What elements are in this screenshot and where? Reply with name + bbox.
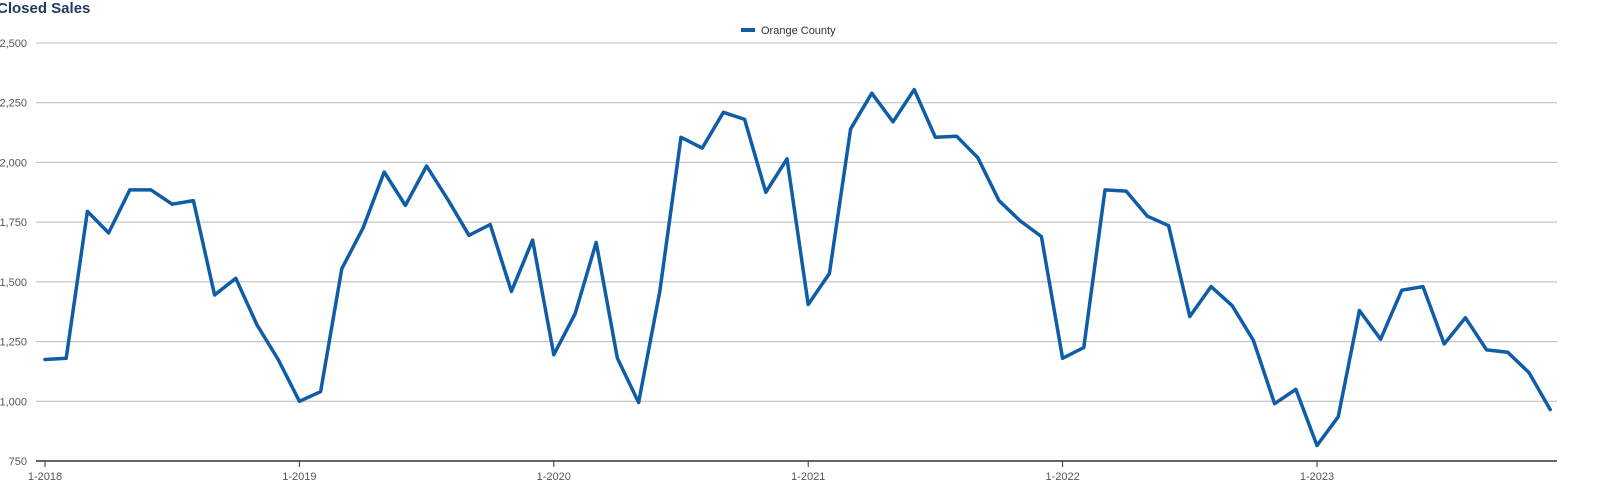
data-point[interactable] <box>1396 284 1408 296</box>
y-tick-label: 2,250 <box>0 98 27 110</box>
data-point[interactable] <box>781 153 793 165</box>
data-point[interactable] <box>929 131 941 143</box>
y-tick-label: 2,000 <box>0 157 27 169</box>
x-tick-label: 1-2023 <box>1300 471 1334 483</box>
data-point[interactable] <box>103 227 115 239</box>
series-line[interactable] <box>43 87 1552 448</box>
data-point[interactable] <box>124 184 136 196</box>
data-point[interactable] <box>1099 184 1111 196</box>
data-point[interactable] <box>399 199 411 211</box>
data-point[interactable] <box>442 193 454 205</box>
y-tick-label: 1,000 <box>0 396 27 408</box>
data-point[interactable] <box>315 386 327 398</box>
data-point[interactable] <box>823 267 835 279</box>
data-point[interactable] <box>696 142 708 154</box>
gridlines <box>36 42 1557 462</box>
x-tick-label: 1-2020 <box>537 471 571 483</box>
data-point[interactable] <box>166 198 178 210</box>
data-point[interactable] <box>717 106 729 118</box>
data-point[interactable] <box>1417 281 1429 293</box>
data-point[interactable] <box>845 123 857 135</box>
data-point[interactable] <box>590 236 602 248</box>
y-axis-ticks: 750 1,000 1,250 1,500 1,750 2,000 2,250 2,500 <box>0 38 27 468</box>
data-point[interactable] <box>230 272 242 284</box>
data-point[interactable] <box>272 353 284 365</box>
y-tick-label: 1,750 <box>0 217 27 229</box>
data-point[interactable] <box>1057 352 1069 364</box>
x-tick-label: 1-2021 <box>791 471 825 483</box>
data-point[interactable] <box>336 263 348 275</box>
data-point[interactable] <box>951 130 963 142</box>
data-point[interactable] <box>484 219 496 231</box>
data-point[interactable] <box>802 299 814 311</box>
data-point[interactable] <box>1438 338 1450 350</box>
data-point[interactable] <box>378 166 390 178</box>
data-point[interactable] <box>760 186 772 198</box>
data-point[interactable] <box>1375 333 1387 345</box>
y-tick-label: 2,500 <box>0 38 27 50</box>
data-point[interactable] <box>505 285 517 297</box>
data-point[interactable] <box>1184 310 1196 322</box>
data-point[interactable] <box>1226 300 1238 312</box>
data-point[interactable] <box>972 152 984 164</box>
data-point[interactable] <box>1353 305 1365 317</box>
data-point[interactable] <box>611 352 623 364</box>
data-point[interactable] <box>60 352 72 364</box>
data-point[interactable] <box>1290 383 1302 395</box>
data-point[interactable] <box>145 184 157 196</box>
data-point[interactable] <box>1205 281 1217 293</box>
x-tick-label: 1-2022 <box>1045 471 1079 483</box>
data-point[interactable] <box>1035 230 1047 242</box>
data-point[interactable] <box>1459 312 1471 324</box>
x-axis-ticks: 1-2018 1-2019 1-2020 1-2021 1-2022 1-2023 <box>28 461 1334 483</box>
data-point[interactable] <box>1247 334 1259 346</box>
data-point[interactable] <box>908 84 920 96</box>
legend-label[interactable]: Orange County <box>761 25 836 37</box>
data-point[interactable] <box>993 195 1005 207</box>
data-point[interactable] <box>1523 367 1535 379</box>
data-point[interactable] <box>654 285 666 297</box>
data-point[interactable] <box>866 87 878 99</box>
x-tick-label: 1-2018 <box>28 471 62 483</box>
chart-title: Closed Sales <box>0 0 91 17</box>
data-point[interactable] <box>209 289 221 301</box>
data-point[interactable] <box>81 205 93 217</box>
data-point[interactable] <box>1078 342 1090 354</box>
data-point[interactable] <box>187 195 199 207</box>
data-point[interactable] <box>675 131 687 143</box>
series-layer <box>39 84 1556 451</box>
data-point[interactable] <box>633 396 645 408</box>
data-point[interactable] <box>739 113 751 125</box>
data-point[interactable] <box>1120 185 1132 197</box>
data-point[interactable] <box>1544 404 1556 416</box>
data-point[interactable] <box>1311 439 1323 451</box>
data-point[interactable] <box>1332 411 1344 423</box>
data-point[interactable] <box>251 319 263 331</box>
data-point[interactable] <box>357 222 369 234</box>
legend[interactable]: Orange County <box>741 25 836 37</box>
y-tick-label: 750 <box>9 456 27 468</box>
data-point[interactable] <box>1502 346 1514 358</box>
y-tick-label: 1,500 <box>0 277 27 289</box>
data-point[interactable] <box>463 229 475 241</box>
y-tick-label: 1,250 <box>0 337 27 349</box>
x-tick-label: 1-2019 <box>282 471 316 483</box>
data-point[interactable] <box>887 116 899 128</box>
data-point[interactable] <box>1014 215 1026 227</box>
data-point[interactable] <box>1269 398 1281 410</box>
data-point[interactable] <box>421 160 433 172</box>
data-point[interactable] <box>527 234 539 246</box>
data-point[interactable] <box>569 308 581 320</box>
data-point[interactable] <box>39 353 51 365</box>
data-point[interactable] <box>1141 210 1153 222</box>
data-point[interactable] <box>1481 344 1493 356</box>
data-point[interactable] <box>548 349 560 361</box>
data-point[interactable] <box>293 395 305 407</box>
data-point[interactable] <box>1163 220 1175 232</box>
